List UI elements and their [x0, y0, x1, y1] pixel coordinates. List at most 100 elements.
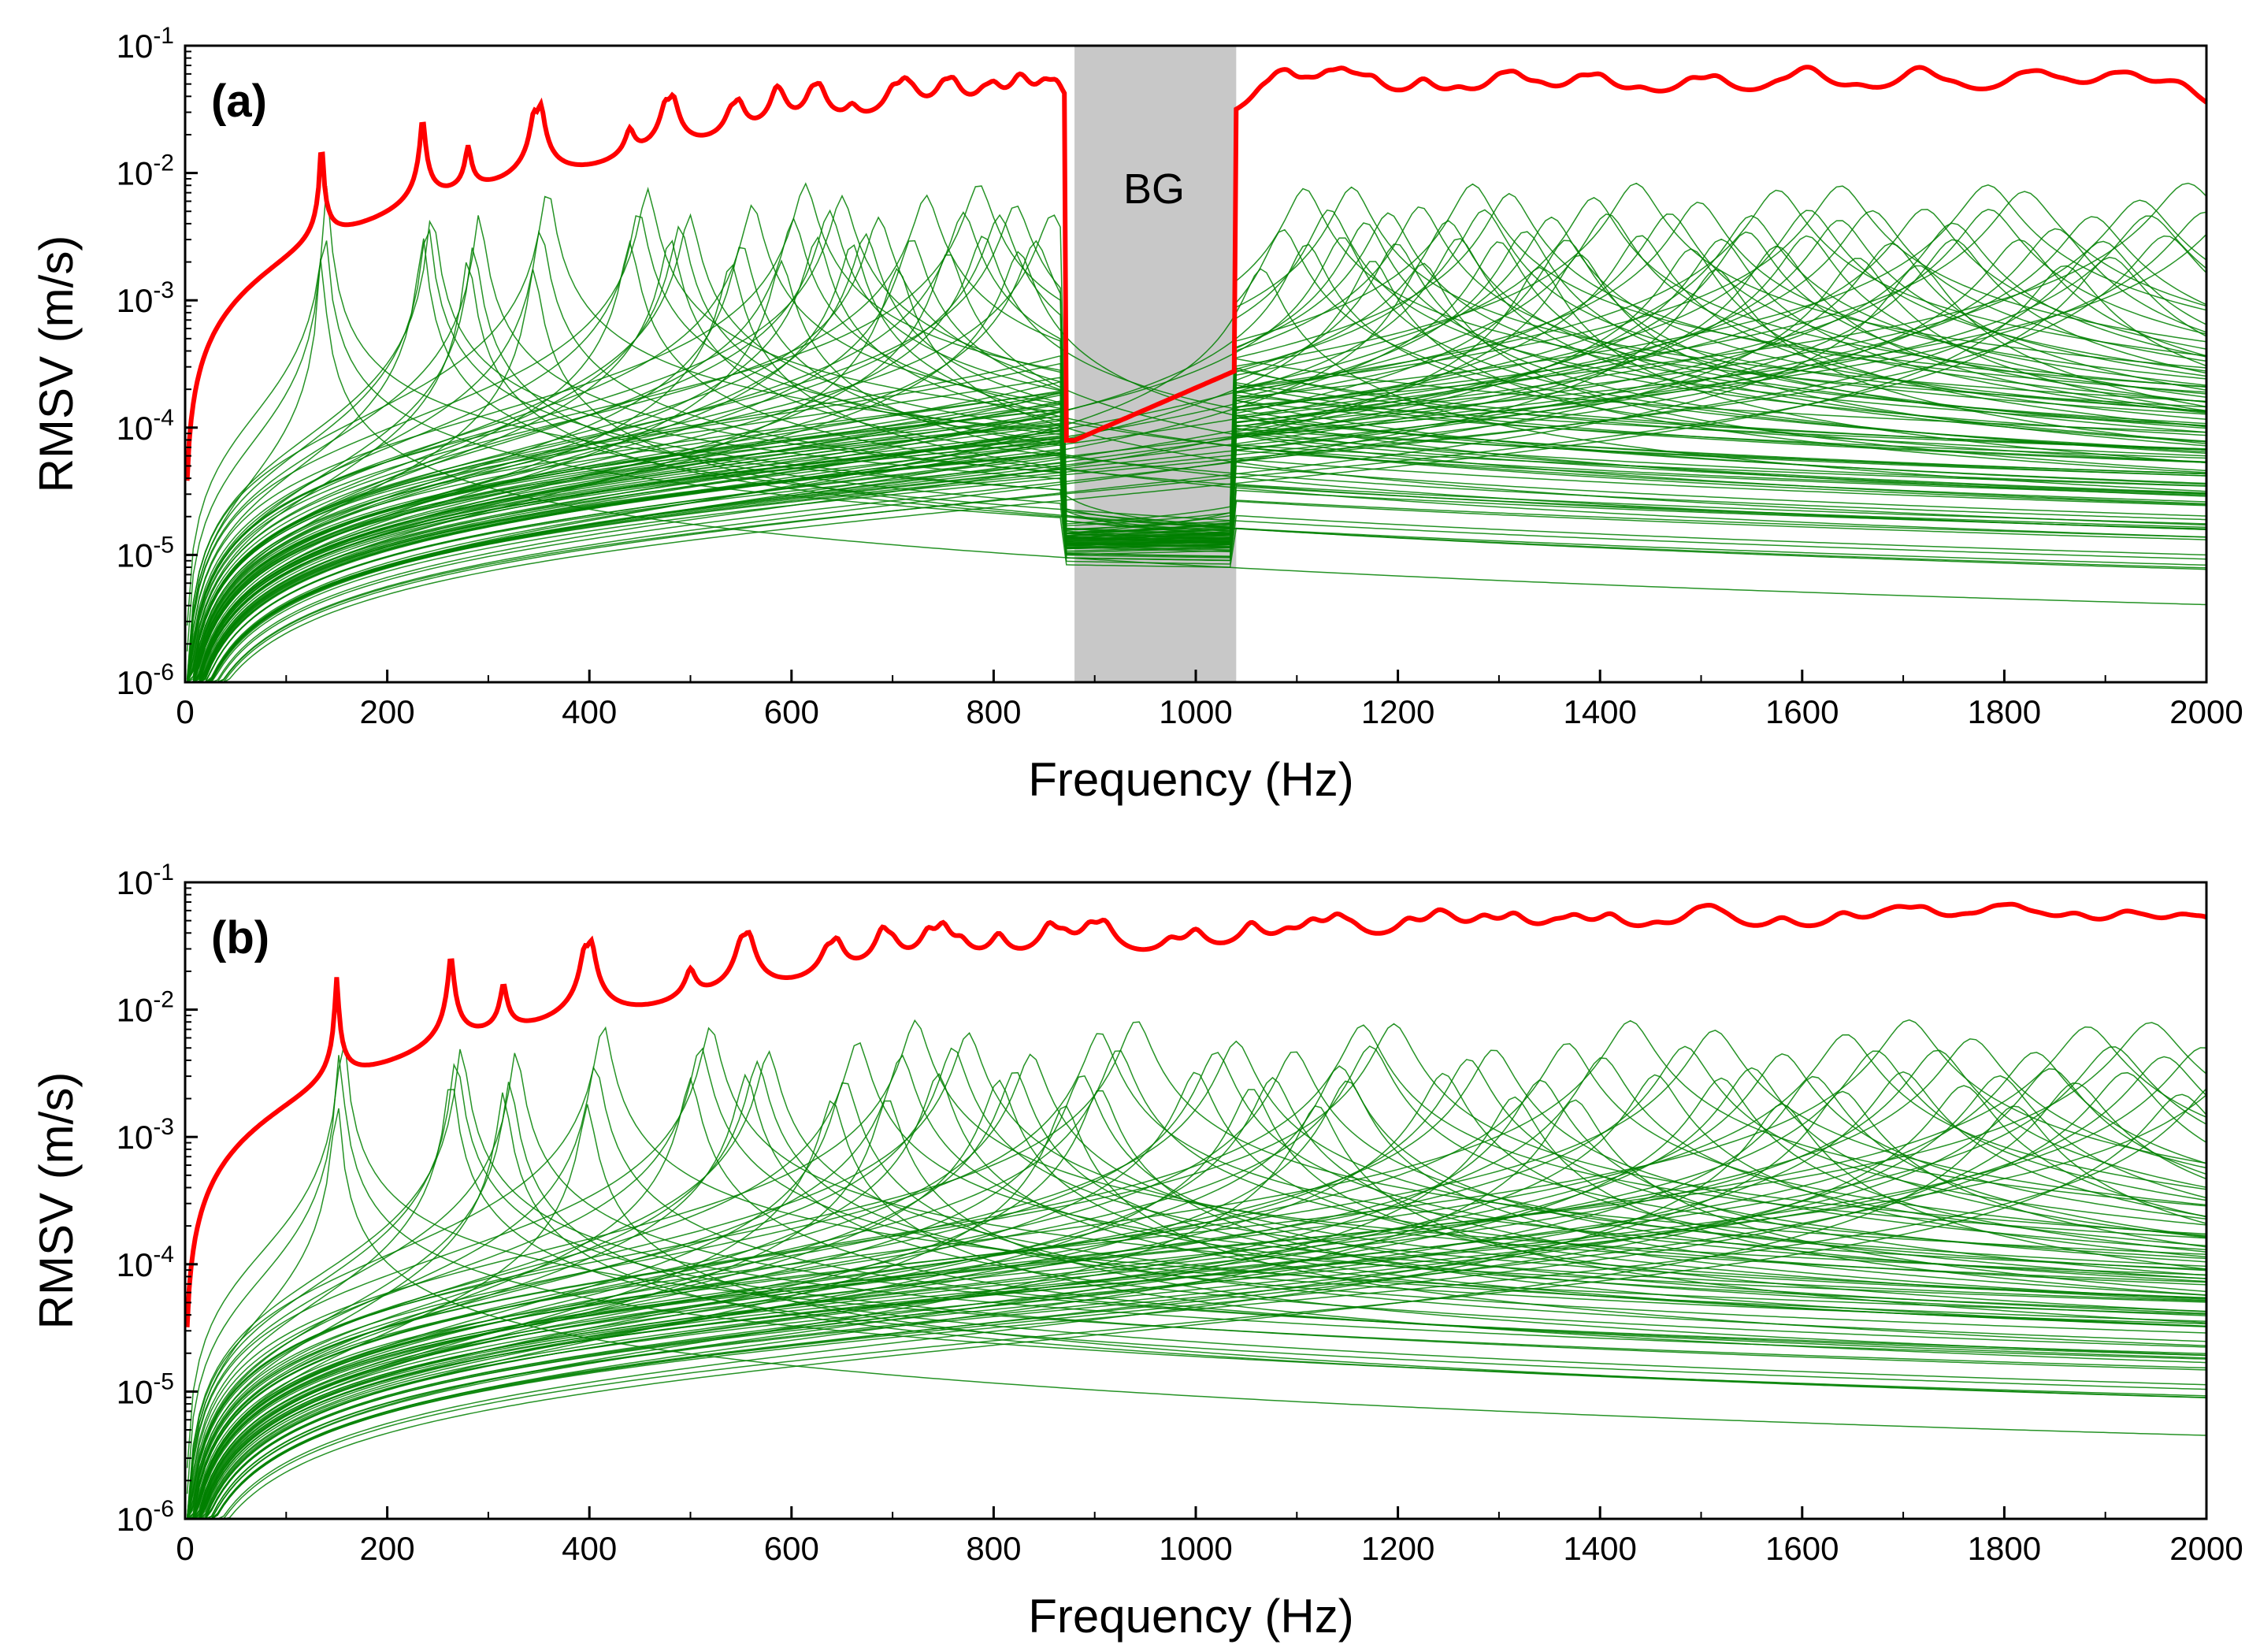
- x-tick-label: 1000: [1159, 693, 1232, 730]
- modal-curve: [187, 1052, 2207, 1520]
- modal-curve: [186, 1026, 2207, 1520]
- modal-curve: [187, 1026, 2207, 1520]
- y-tick-label: 10-1: [117, 859, 174, 901]
- modal-curve: [186, 1023, 2207, 1520]
- y-tick-label: 10-4: [117, 405, 174, 447]
- modal-curve: [187, 1038, 2207, 1520]
- x-tick-label: 1400: [1563, 693, 1636, 730]
- panel-a-y-ticks: 10-6 10-5 10-4 10-3 10-2 10-1: [117, 23, 198, 701]
- y-tick-label: 10-3: [117, 1114, 174, 1156]
- modal-curve: [187, 211, 2207, 683]
- modal-curve: [187, 1085, 2207, 1520]
- modal-curve: [187, 1072, 2207, 1520]
- x-tick-label: 800: [966, 1530, 1021, 1567]
- y-tick-label: 10-4: [117, 1242, 174, 1283]
- panel-b: 0 200 400 600 800 1000 1200 1400 1600 1800 2000 10…: [30, 859, 2243, 1643]
- y-tick-label: 10-3: [117, 277, 174, 319]
- modal-curve: [187, 261, 2207, 683]
- modal-curve: [187, 1052, 2207, 1520]
- panel-a-tag: (a): [211, 76, 267, 127]
- modal-curve: [187, 182, 2207, 683]
- modal-curve: [187, 254, 2207, 683]
- modal-curve: [187, 265, 2207, 683]
- x-tick-label: 1600: [1765, 693, 1839, 730]
- modal-curve: [187, 185, 2207, 683]
- modal-curve: [187, 1040, 2207, 1520]
- x-tick-label: 600: [764, 693, 819, 730]
- modal-curve: [186, 1033, 2207, 1520]
- panel-a: 0 200 400 600 800 1000 1200 1400 1600 1800 2000 10…: [30, 23, 2243, 806]
- x-tick-label: 200: [360, 693, 415, 730]
- modal-curve: [186, 247, 2207, 683]
- modal-curve: [186, 186, 2207, 683]
- panel-b-red-curve: [184, 901, 2207, 1327]
- panel-a-green-curves: [186, 182, 2207, 683]
- modal-curve: [186, 1047, 2207, 1520]
- modal-curve: [186, 1049, 2207, 1520]
- modal-curve: [187, 1105, 2207, 1520]
- modal-curve: [187, 213, 2207, 683]
- y-tick-label: 10-1: [117, 23, 174, 65]
- modal-curve: [187, 235, 2207, 683]
- y-tick-label: 10-2: [117, 987, 174, 1029]
- modal-curve: [187, 1076, 2207, 1520]
- modal-curve: [186, 229, 2207, 683]
- x-tick-label: 2000: [2169, 1530, 2243, 1567]
- panel-a-red-curve: [184, 65, 2208, 481]
- modal-curve: [187, 1082, 2207, 1520]
- modal-curve: [187, 1067, 2207, 1520]
- modal-curve: [187, 233, 2207, 683]
- x-tick-label: 1800: [1968, 1530, 2041, 1567]
- x-tick-label: 400: [562, 693, 617, 730]
- x-tick-label: 1800: [1968, 693, 2041, 730]
- modal-curve: [187, 201, 2207, 683]
- modal-curve: [186, 228, 2207, 683]
- modal-curve: [187, 1049, 2207, 1520]
- modal-curve: [186, 1082, 2207, 1520]
- modal-curve: [187, 1045, 2207, 1520]
- modal-curve: [186, 1026, 2207, 1520]
- modal-curve: [187, 1050, 2207, 1520]
- x-tick-label: 1000: [1159, 1530, 1232, 1567]
- panel-b-tag: (b): [211, 912, 269, 963]
- modal-curve: [187, 1093, 2207, 1520]
- panel-a-x-axis-title: Frequency (Hz): [1028, 753, 1353, 806]
- modal-curve: [187, 1100, 2207, 1520]
- modal-curve: [187, 1050, 2207, 1520]
- panel-a-bandgap-region: [1074, 46, 1237, 682]
- modal-curve: [187, 1019, 2207, 1520]
- modal-curve: [187, 1094, 2207, 1520]
- modal-curve: [187, 1105, 2207, 1520]
- x-tick-label: 0: [176, 1530, 194, 1567]
- modal-curve: [187, 1022, 2207, 1520]
- panel-a-y-axis-title: RMSV (m/s): [30, 236, 83, 493]
- y-tick-label: 10-6: [117, 659, 174, 701]
- x-tick-label: 1200: [1361, 1530, 1434, 1567]
- panel-a-bandgap-label: BG: [1123, 165, 1185, 213]
- modal-curve: [187, 1090, 2207, 1520]
- modal-curve: [187, 256, 2207, 683]
- modal-curve: [187, 1071, 2207, 1520]
- modal-curve: [186, 1060, 2207, 1520]
- modal-curve: [187, 184, 2207, 683]
- panel-b-y-ticks: 10-6 10-5 10-4 10-3 10-2 10-1: [117, 859, 198, 1538]
- x-tick-label: 1200: [1361, 693, 1434, 730]
- modal-curve: [187, 1029, 2207, 1520]
- modal-curve: [186, 238, 2207, 683]
- modal-curve: [187, 1082, 2207, 1520]
- modal-curve: [187, 210, 2207, 683]
- x-tick-label: 1600: [1765, 1530, 1839, 1567]
- y-tick-label: 10-2: [117, 150, 174, 192]
- modal-curve: [187, 1071, 2207, 1520]
- modal-curve: [186, 215, 2207, 683]
- x-tick-label: 400: [562, 1530, 617, 1567]
- modal-curve: [186, 1089, 2207, 1520]
- x-tick-label: 800: [966, 693, 1021, 730]
- x-tick-label: 1400: [1563, 1530, 1636, 1567]
- x-tick-label: 0: [176, 693, 194, 730]
- modal-curve: [187, 264, 2207, 683]
- modal-curve: [187, 1089, 2207, 1520]
- panel-b-x-axis-title: Frequency (Hz): [1028, 1590, 1353, 1643]
- panel-b-green-curves: [186, 1019, 2207, 1520]
- modal-curve: [186, 1063, 2207, 1520]
